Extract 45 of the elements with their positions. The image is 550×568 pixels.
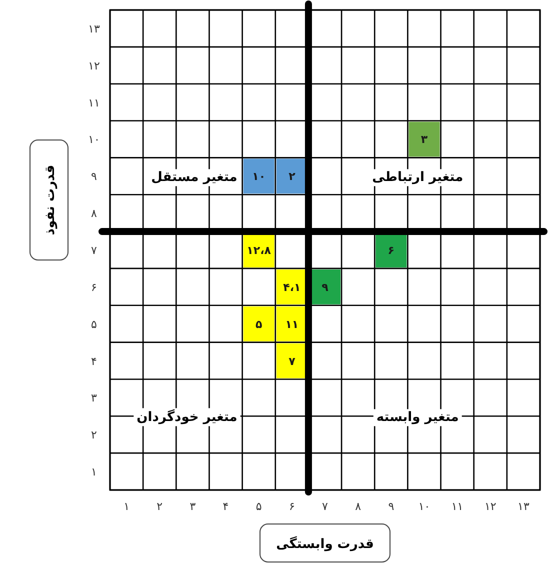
y-tick-label: ۱۲ <box>88 59 100 72</box>
annotation: متغیر خودگردان <box>136 409 238 426</box>
annotation: ۱۱ <box>285 318 299 331</box>
x-tick-label: ۱۰ <box>418 500 430 513</box>
y-tick-label: ۶ <box>91 280 97 294</box>
x-tick-label: ۱۱ <box>451 500 464 513</box>
y-tick-label: ۱۳ <box>88 22 100 36</box>
point <box>408 122 440 157</box>
annotation: ۷ <box>288 354 296 368</box>
x-tick-label: ۶ <box>288 500 295 513</box>
annotation: ۶ <box>388 244 395 257</box>
annotation: ۵ <box>255 318 262 331</box>
y-tick-label: ۸ <box>91 207 98 220</box>
y-tick-label: ۵ <box>91 318 98 331</box>
annotation: ۳ <box>420 133 428 146</box>
y-tick-label: ۱ <box>91 466 97 479</box>
point <box>243 158 274 194</box>
x-tick-label: ۲ <box>156 500 163 513</box>
y-tick-label: ۹ <box>91 170 98 184</box>
x-tick-label: ۵ <box>256 500 262 513</box>
y-tick-label: ۱۰ <box>88 133 100 146</box>
y-axis-title: قدرت نفوذ <box>43 164 58 236</box>
x-tick-label: ۱۲ <box>484 500 496 513</box>
y-tick-label: ۱۱ <box>88 96 100 110</box>
annotation: متغیر مستقل <box>151 170 238 186</box>
y-tick-label: ۴ <box>91 354 98 368</box>
x-tick-label: ۹ <box>388 500 394 513</box>
x-tick-label: ۷ <box>322 500 328 513</box>
annotation: متغیر وابسته <box>376 410 459 426</box>
x-tick-label: ۴ <box>222 500 229 513</box>
annotation: ۲ <box>288 170 296 184</box>
annotation: متغیر ارتباطی <box>372 170 464 186</box>
x-tick-label: ۱۳ <box>518 500 530 513</box>
x-axis-title: قدرت وابستگی <box>276 536 374 552</box>
x-tick-label: ۱ <box>124 500 130 513</box>
annotation: ۴،۱ <box>283 280 301 294</box>
point <box>243 306 274 342</box>
x-tick-label: ۸ <box>355 500 362 513</box>
annotation: ۹ <box>322 280 329 294</box>
annotation: ۱۲،۸ <box>246 244 272 257</box>
y-tick-label: ۷ <box>91 244 98 257</box>
y-tick-label: ۲ <box>91 428 98 442</box>
annotation: ۱۰ <box>252 170 266 184</box>
y-tick-label: ۳ <box>91 392 98 405</box>
x-tick-label: ۳ <box>190 500 196 513</box>
